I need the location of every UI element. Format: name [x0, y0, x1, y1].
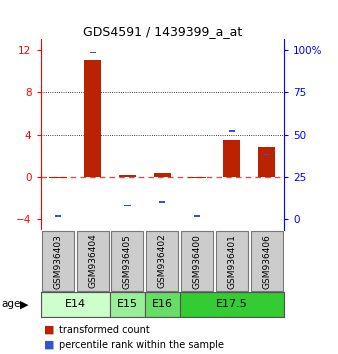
Text: GSM936403: GSM936403 [53, 234, 63, 289]
Text: GSM936404: GSM936404 [88, 234, 97, 289]
FancyBboxPatch shape [216, 231, 248, 291]
FancyBboxPatch shape [250, 231, 283, 291]
Bar [263, 154, 270, 155]
FancyBboxPatch shape [42, 231, 74, 291]
Text: percentile rank within the sample: percentile rank within the sample [59, 340, 224, 350]
Text: GSM936402: GSM936402 [158, 234, 167, 289]
Bar [223, 140, 240, 177]
Bar [90, 52, 96, 53]
Bar [55, 215, 61, 217]
Bar [188, 177, 206, 178]
Bar [119, 175, 136, 177]
Bar [194, 215, 200, 217]
Text: ■: ■ [44, 325, 54, 335]
Text: GSM936406: GSM936406 [262, 234, 271, 289]
Bar [124, 205, 130, 206]
Bar [49, 177, 67, 178]
Text: GSM936401: GSM936401 [227, 234, 236, 289]
FancyBboxPatch shape [112, 231, 143, 291]
Text: E17.5: E17.5 [216, 299, 248, 309]
Bar [258, 147, 275, 177]
Bar [153, 173, 171, 177]
Bar [41, 292, 110, 317]
Text: E15: E15 [117, 299, 138, 309]
Text: GSM936400: GSM936400 [193, 234, 201, 289]
Title: GDS4591 / 1439399_a_at: GDS4591 / 1439399_a_at [82, 25, 242, 38]
FancyBboxPatch shape [77, 231, 109, 291]
Bar [145, 292, 179, 317]
Bar [110, 292, 145, 317]
Text: transformed count: transformed count [59, 325, 150, 335]
Bar [159, 201, 165, 203]
Text: E14: E14 [65, 299, 86, 309]
Text: ▶: ▶ [20, 299, 28, 309]
Text: age: age [2, 299, 21, 309]
Text: ■: ■ [44, 340, 54, 350]
Bar [228, 130, 235, 132]
FancyBboxPatch shape [181, 231, 213, 291]
Text: GSM936405: GSM936405 [123, 234, 132, 289]
Text: E16: E16 [152, 299, 173, 309]
FancyBboxPatch shape [146, 231, 178, 291]
Bar [179, 292, 284, 317]
Bar [84, 60, 101, 177]
